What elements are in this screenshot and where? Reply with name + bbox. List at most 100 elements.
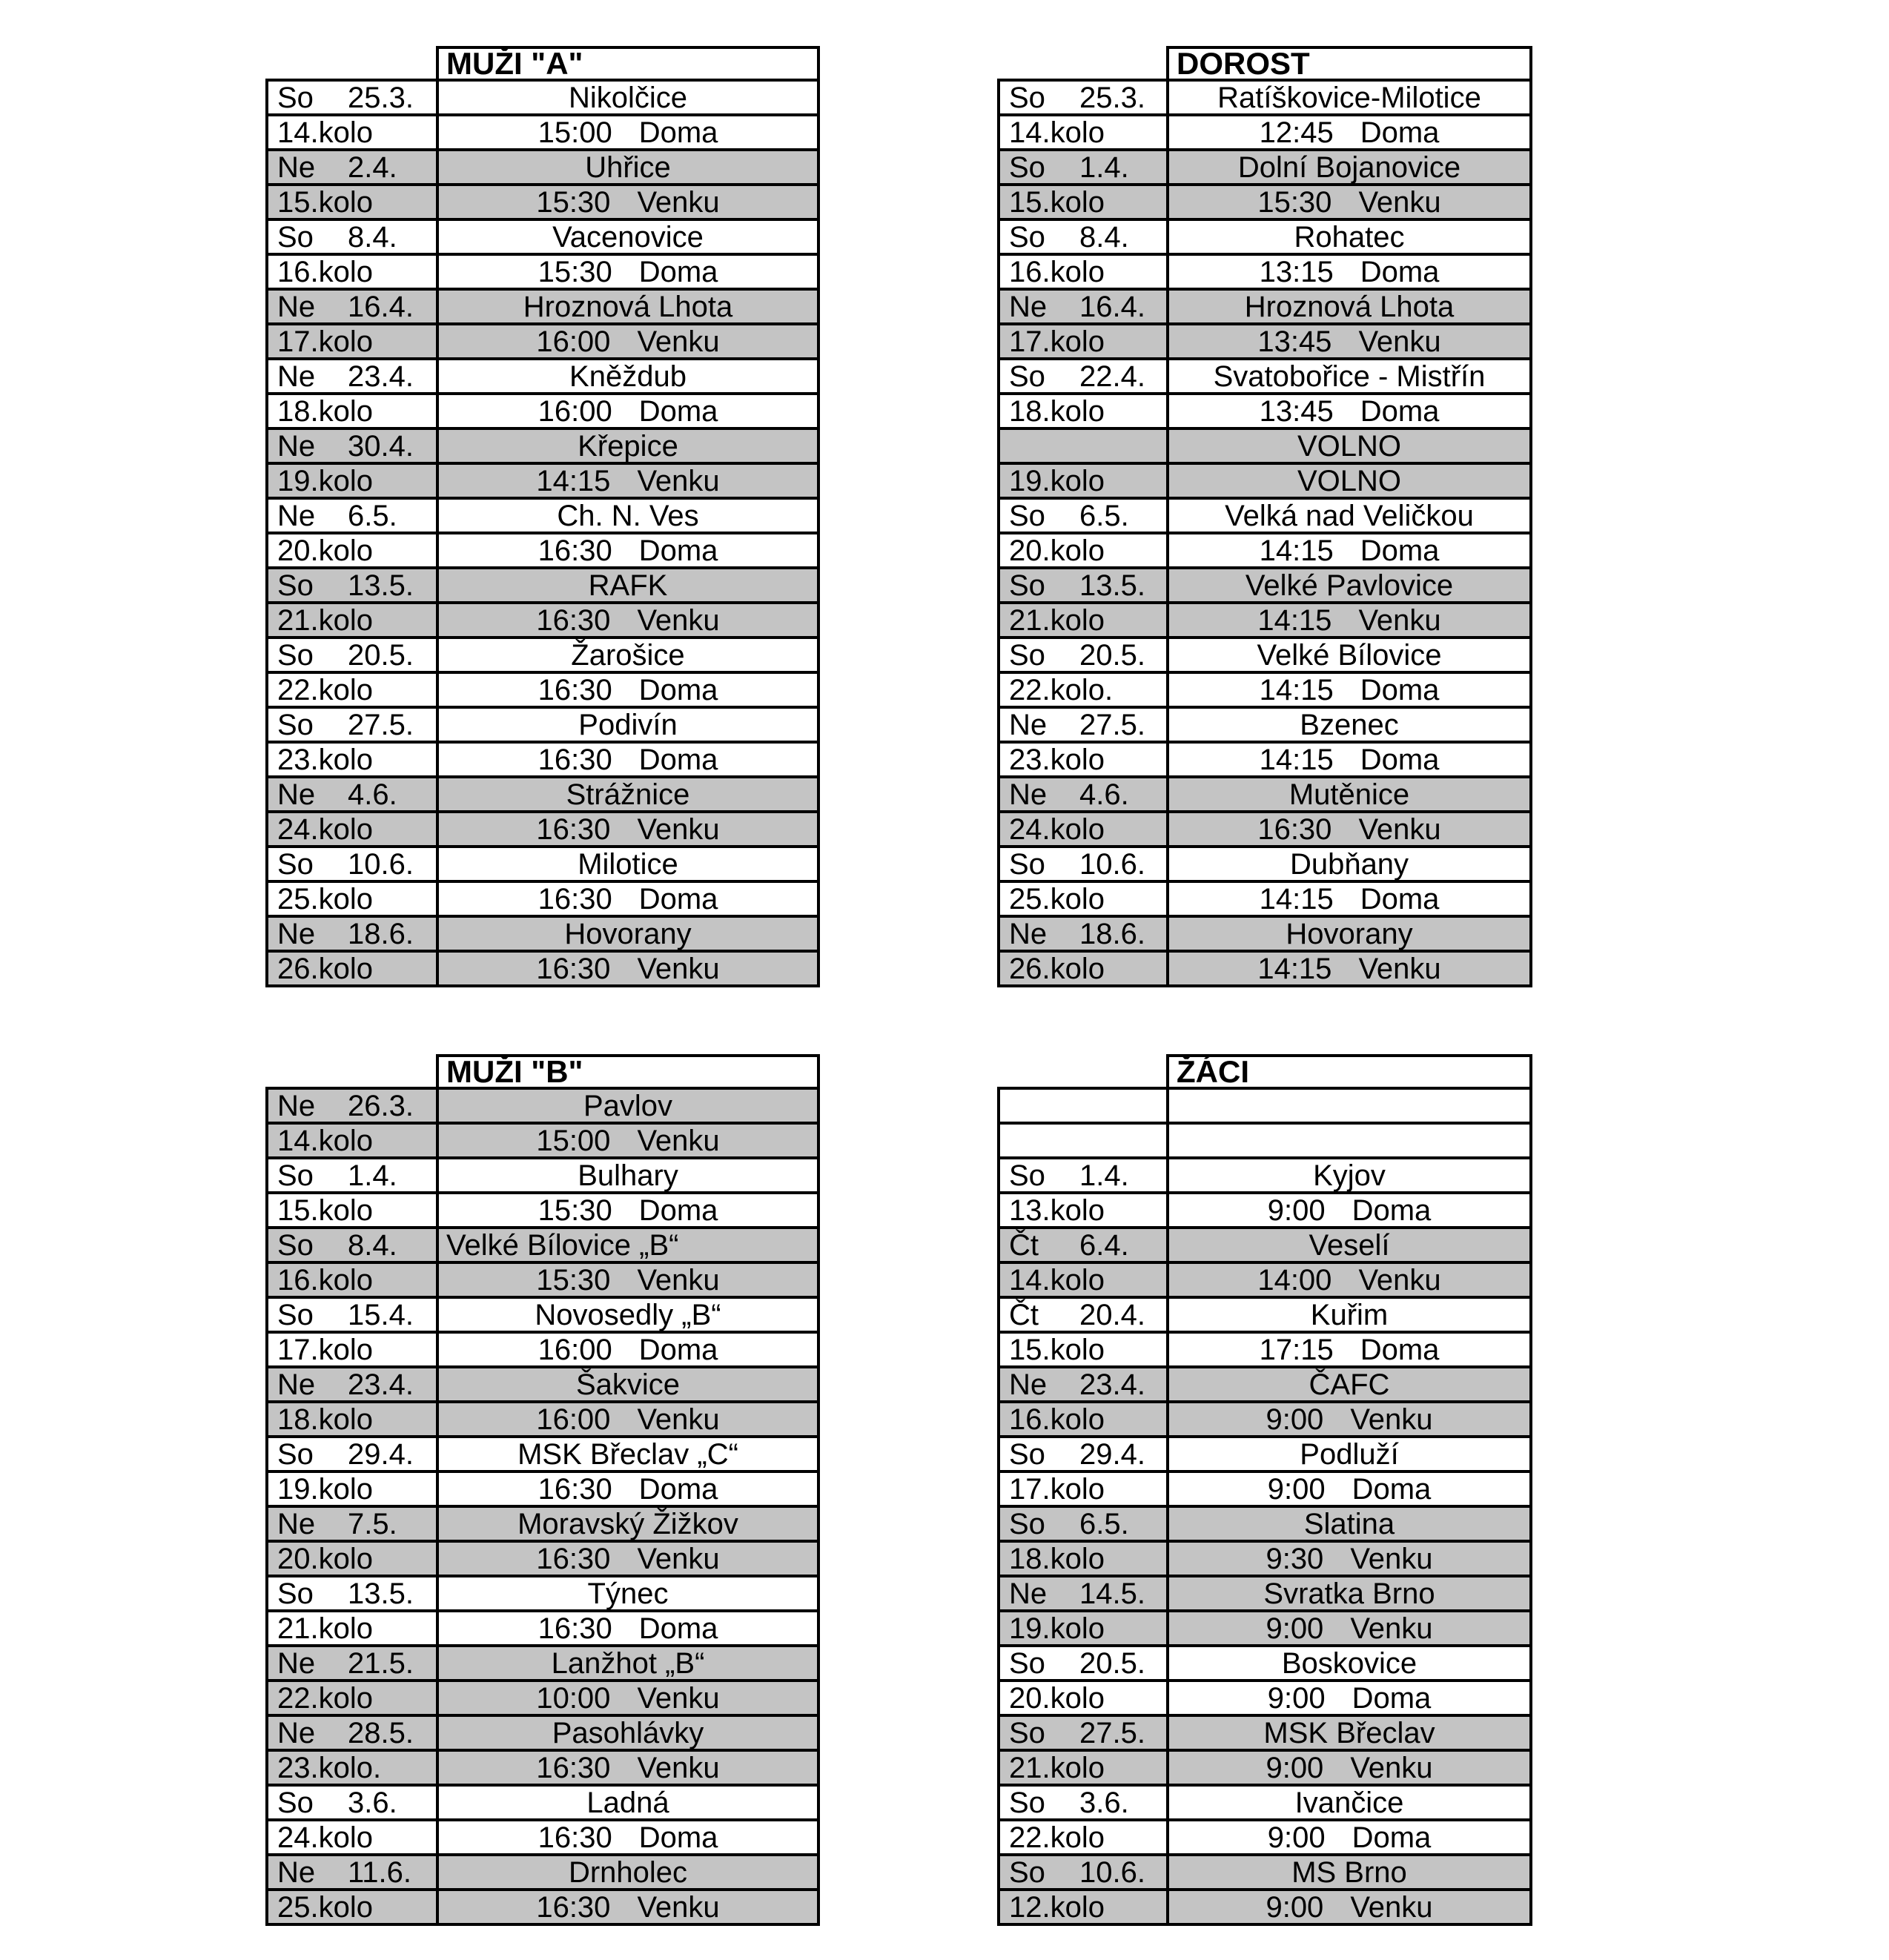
match-time: 16:00 — [536, 1403, 611, 1436]
match-day: Ne — [277, 917, 316, 950]
round-row: 15.kolo 17:15 Doma — [997, 1331, 1532, 1368]
match-day: So — [277, 1228, 314, 1262]
match-row: So 22.4. Svatobořice - Mistřín — [997, 357, 1532, 395]
match-time-cell: 16:30 Venku — [436, 601, 820, 639]
match-row: So 27.5. MSK Břeclav — [997, 1714, 1532, 1752]
round-row: 16.kolo 13:15 Doma — [997, 253, 1532, 291]
match-date: 15.4. — [348, 1298, 414, 1331]
match-venue: Doma — [638, 1193, 718, 1227]
match-round-cell: 17.kolo — [265, 1331, 439, 1368]
match-day: So — [1009, 81, 1045, 114]
match-venue: Venku — [637, 1403, 720, 1436]
match-row: So 1.4. Kyjov — [997, 1156, 1532, 1194]
match-round-cell: 15.kolo — [265, 1191, 439, 1229]
match-row: So 20.5. Velké Bílovice — [997, 636, 1532, 674]
match-opponent-cell: Mutěnice — [1166, 775, 1532, 813]
match-row: Ne 16.4. Hroznová Lhota — [265, 288, 820, 325]
match-date: 27.5. — [1079, 708, 1145, 741]
match-time-cell: 13:45 Venku — [1166, 322, 1532, 360]
match-venue: Doma — [638, 1333, 718, 1366]
match-date-cell: So 15.4. — [265, 1296, 439, 1334]
match-date-cell: So 25.3. — [997, 79, 1169, 116]
round-row: 26.kolo 16:30 Venku — [265, 950, 820, 987]
match-day: So — [1009, 1646, 1045, 1680]
match-date-cell: Čt 6.4. — [997, 1226, 1169, 1264]
match-time: 13:45 — [1257, 325, 1332, 358]
schedule-table-dorost: So 25.3. Ratíškovice-Milotice 14.kolo 12:45 D… — [997, 79, 1532, 987]
match-opponent-cell: Drnholec — [436, 1853, 820, 1891]
match-date: 6.4. — [1079, 1228, 1129, 1262]
match-round-cell: 22.kolo — [997, 1818, 1169, 1856]
round-row: 16.kolo 9:00 Venku — [997, 1400, 1532, 1438]
match-day: So — [277, 569, 314, 602]
match-day: So — [1009, 1855, 1045, 1889]
match-day: Ne — [1009, 1368, 1048, 1401]
match-row: Ne 16.4. Hroznová Lhota — [997, 288, 1532, 325]
match-venue: Venku — [1350, 1890, 1433, 1924]
round-row: 21.kolo 16:30 Doma — [265, 1609, 820, 1647]
match-day: So — [277, 847, 314, 881]
match-round-cell: 21.kolo — [265, 1609, 439, 1647]
match-round-cell: 25.kolo — [265, 880, 439, 918]
match-date: 1.4. — [1079, 1159, 1129, 1192]
match-date: 4.6. — [348, 778, 397, 811]
match-row: Ne 18.6. Hovorany — [997, 915, 1532, 953]
match-day: Ne — [277, 778, 316, 811]
match-opponent-cell: MSK Břeclav — [1166, 1714, 1532, 1752]
match-date-cell: Ne 4.6. — [997, 775, 1169, 813]
match-time-cell: 16:30 Doma — [436, 1609, 820, 1647]
match-time: 14:15 — [1259, 743, 1334, 776]
match-row: Ne 7.5. Moravský Žižkov — [265, 1505, 820, 1543]
match-row: So 25.3. Ratíškovice-Milotice — [997, 79, 1532, 116]
round-row: 22.kolo 9:00 Doma — [997, 1818, 1532, 1856]
match-row: So 8.4. Rohatec — [997, 218, 1532, 256]
match-row: So 8.4. Velké Bílovice „B“ — [265, 1226, 820, 1264]
match-time-cell: 16:30 Doma — [436, 1818, 820, 1856]
match-date-cell: Ne 23.4. — [997, 1365, 1169, 1403]
match-date-cell: So 29.4. — [997, 1435, 1169, 1473]
match-day: Ne — [277, 290, 316, 323]
match-time-cell: 14:15 Doma — [1166, 880, 1532, 918]
match-opponent-cell: VOLNO — [1166, 427, 1532, 465]
match-opponent-cell: Milotice — [436, 845, 820, 883]
match-time-cell: 9:00 Doma — [1166, 1679, 1532, 1717]
match-day: Ne — [277, 1646, 316, 1680]
match-time: 9:00 — [1267, 1193, 1326, 1227]
match-date: 23.4. — [1079, 1368, 1145, 1401]
match-venue: Venku — [1358, 603, 1441, 637]
match-time: 16:30 — [536, 1890, 611, 1924]
match-opponent-cell: Podivín — [436, 706, 820, 744]
match-time-cell: 16:30 Venku — [436, 950, 820, 987]
match-time-cell: 9:00 Doma — [1166, 1470, 1532, 1508]
match-date-cell — [997, 427, 1169, 465]
match-date: 13.5. — [348, 569, 414, 602]
match-day: Ne — [277, 429, 316, 463]
match-round-cell: 23.kolo — [265, 741, 439, 778]
match-venue: Venku — [1358, 325, 1441, 358]
match-time: 16:00 — [536, 325, 611, 358]
match-row: VOLNO — [997, 427, 1532, 465]
match-opponent-cell: Velké Pavlovice — [1166, 566, 1532, 604]
round-row: 22.kolo 16:30 Doma — [265, 671, 820, 709]
match-day: So — [1009, 1507, 1045, 1540]
match-time-cell: 9:00 Doma — [1166, 1191, 1532, 1229]
round-row: 22.kolo 10:00 Venku — [265, 1679, 820, 1717]
table-title: DOROST — [1177, 46, 1310, 81]
match-time: 9:00 — [1267, 1821, 1326, 1854]
match-day: Ne — [1009, 917, 1048, 950]
table-title: ŽÁCI — [1177, 1054, 1249, 1089]
match-row: Ne 23.4. Kněždub — [265, 357, 820, 395]
round-row: 22.kolo. 14:15 Doma — [997, 671, 1532, 709]
match-opponent-cell: Ivančice — [1166, 1784, 1532, 1821]
round-row: 17.kolo 13:45 Venku — [997, 322, 1532, 360]
match-day: Ne — [277, 1089, 316, 1122]
match-time: 16:30 — [536, 603, 611, 637]
match-time-cell: 16:30 Venku — [436, 810, 820, 848]
match-date: 1.4. — [1079, 150, 1129, 184]
match-row: Ne 2.4. Uhřice — [265, 148, 820, 186]
match-date: 10.6. — [348, 847, 414, 881]
match-day: Ne — [1009, 708, 1048, 741]
match-round-cell: 24.kolo — [265, 810, 439, 848]
match-time: 14:15 — [1259, 882, 1334, 916]
match-date: 20.5. — [348, 638, 414, 672]
